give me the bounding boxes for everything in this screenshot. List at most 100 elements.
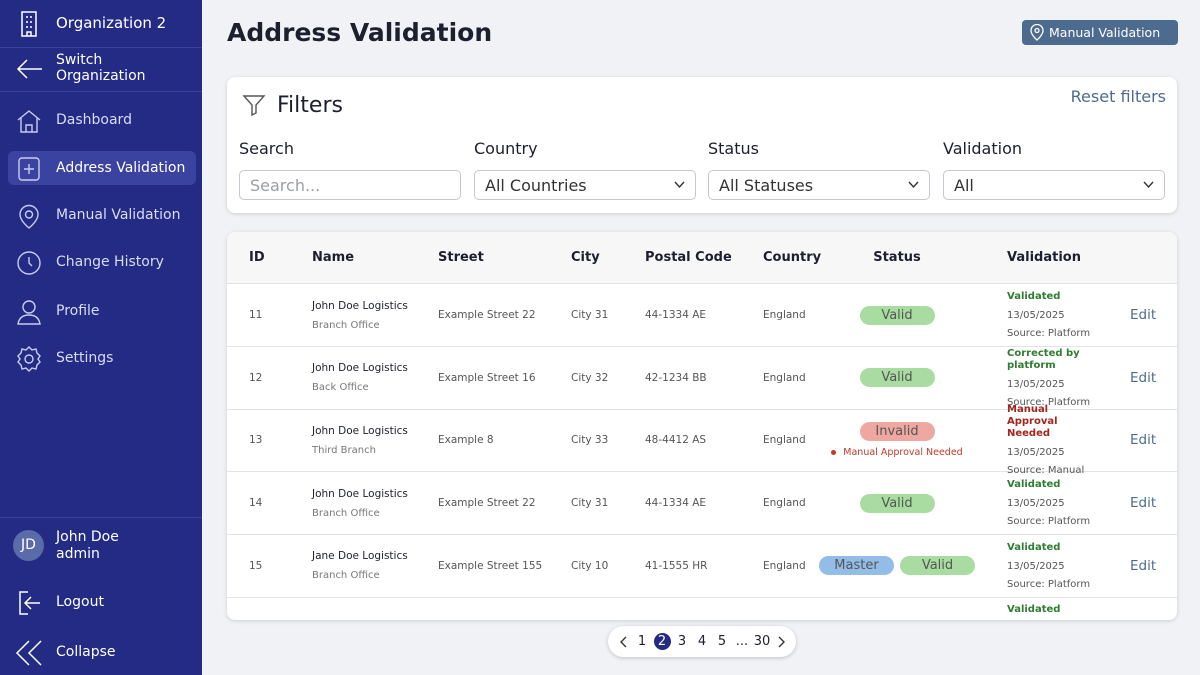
nav-item[interactable]: Dashboard — [8, 103, 196, 137]
table-row: 12 John Doe Logistics Back Office Example S… — [227, 347, 1177, 410]
cell: Edit — [1130, 535, 1156, 597]
cell: Edit — [1130, 409, 1156, 471]
column-header: ID — [249, 250, 265, 265]
country: England — [763, 497, 806, 510]
prev-page[interactable] — [617, 636, 631, 648]
id: 14 — [249, 497, 263, 510]
nav-item[interactable]: Manual Validation — [8, 198, 196, 232]
table: ID Name Street City Postal Code Country Status… — [227, 232, 1177, 620]
cell: Validated 13/05/2025 Source: Platform — [1007, 535, 1102, 597]
name: John Doe Logistics — [312, 299, 408, 312]
badges: Valid — [857, 368, 938, 388]
manual-validation-button[interactable]: Manual Validation — [1022, 20, 1178, 45]
cell: Corrected by platform 13/05/2025 Source: P… — [1007, 347, 1102, 409]
page[interactable]: 30 — [753, 634, 771, 649]
logout[interactable]: Logout — [8, 585, 196, 619]
cell: Edit — [1130, 347, 1156, 409]
country: England — [763, 309, 806, 321]
nav-label: Address Validation — [56, 160, 186, 176]
street: Example Street 22 — [438, 497, 536, 510]
validation-status: Corrected by platform — [1007, 347, 1080, 371]
table-row: Jane Doe Logistics Validated — [227, 598, 1177, 621]
id: 12 — [249, 371, 263, 384]
page[interactable]: 4 — [697, 634, 707, 649]
filter-value: All Statuses — [719, 176, 814, 195]
city: City 10 — [571, 559, 609, 572]
table-row: 14 John Doe Logistics Branch Office Example… — [227, 472, 1177, 536]
cell: John Doe Logistics Branch Office — [312, 472, 408, 534]
city: City 31 — [571, 309, 609, 321]
filter-value: Search... — [250, 176, 321, 195]
page[interactable]: 3 — [677, 634, 687, 649]
validation-source: Source: Platform — [1007, 516, 1091, 528]
nav-label: Manual Validation — [56, 207, 181, 223]
nav-item[interactable]: Change History — [8, 245, 196, 279]
postal-code: 42-1234 BB — [645, 371, 707, 384]
edit-button[interactable]: Edit — [1130, 307, 1157, 323]
user-name: John Doe — [56, 529, 119, 545]
cell: City 32 — [571, 347, 608, 409]
column-header: Country — [763, 250, 822, 265]
edit-button[interactable]: Edit — [1130, 557, 1157, 574]
cell: 15 — [249, 535, 262, 597]
status-badge: Valid — [859, 493, 935, 513]
search-input[interactable]: Search... — [239, 170, 461, 200]
name: Jane Doe Logistics — [312, 550, 408, 563]
page[interactable]: 2 — [653, 633, 671, 650]
page[interactable]: 5 — [717, 634, 727, 649]
organization: Organization 2 — [8, 6, 196, 40]
validation-date: 13/05/2025 — [1007, 447, 1065, 459]
nav-item[interactable]: Profile — [8, 294, 196, 328]
filter-select[interactable]: All — [943, 170, 1165, 200]
validation-source: Source: Platform — [1007, 396, 1091, 408]
page[interactable]: ... — [735, 634, 749, 649]
column-header: Postal Code — [645, 250, 732, 265]
page-title: Address Validation — [227, 18, 493, 47]
street: Example 8 — [438, 434, 494, 447]
validation-status: Validated — [1007, 291, 1061, 302]
column-header: Status — [873, 250, 921, 265]
badges: Invalid — [857, 422, 938, 442]
cell: England — [763, 409, 806, 471]
page[interactable]: 1 — [637, 634, 647, 649]
city: City 31 — [571, 497, 609, 510]
cell: England — [763, 284, 806, 346]
reset-filters[interactable]: Reset filters — [1070, 87, 1166, 106]
cell: Valid — [817, 284, 977, 346]
edit-button[interactable]: Edit — [1130, 369, 1157, 386]
validation-source: Source: Platform — [1007, 328, 1091, 339]
filter-select[interactable]: All Statuses — [708, 170, 930, 200]
cell: Manual Approval Needed 13/05/2025 Source: … — [1007, 404, 1102, 476]
next-page[interactable] — [774, 636, 788, 648]
filter-value: All — [954, 176, 974, 195]
cell: John Doe Logistics Third Branch — [312, 409, 408, 471]
cell: City 33 — [571, 409, 608, 471]
country: England — [763, 371, 806, 384]
branch: Branch Office — [312, 319, 380, 331]
street: Example Street 16 — [438, 371, 536, 384]
edit-button[interactable]: Edit — [1130, 432, 1157, 449]
pagination: 1 2 3 4 5... 30 — [608, 626, 796, 657]
branch: Third Branch — [312, 444, 376, 456]
nav-item[interactable]: Settings — [8, 341, 196, 375]
cell: Master Valid — [817, 535, 977, 597]
cell: John Doe Logistics Branch Office — [312, 284, 408, 346]
validation-status: Manual Approval Needed — [1007, 404, 1058, 440]
nav-item[interactable]: Address Validation — [8, 151, 196, 185]
filter-select[interactable]: All Countries — [474, 170, 696, 200]
column-header: City — [571, 250, 600, 265]
cell: Edit — [1130, 284, 1156, 346]
cell: Validated — [1007, 598, 1102, 621]
edit-button[interactable]: Edit — [1130, 495, 1157, 512]
cell: 41-1555 HR — [645, 535, 707, 597]
collapse[interactable]: Collapse — [8, 635, 196, 669]
cell: England — [763, 535, 806, 597]
street: Example Street 22 — [438, 309, 536, 321]
cell: Validated 13/05/2025 Source: Platform — [1007, 284, 1102, 346]
id: 13 — [249, 434, 263, 447]
name: John Doe Logistics — [312, 362, 408, 375]
branch: Branch Office — [312, 507, 380, 519]
switch-organization[interactable]: Switch Organization — [8, 51, 196, 85]
cell: Validated 13/05/2025 Source: Platform — [1007, 472, 1102, 534]
cell: Jane Doe Logistics Branch Office — [312, 535, 408, 597]
